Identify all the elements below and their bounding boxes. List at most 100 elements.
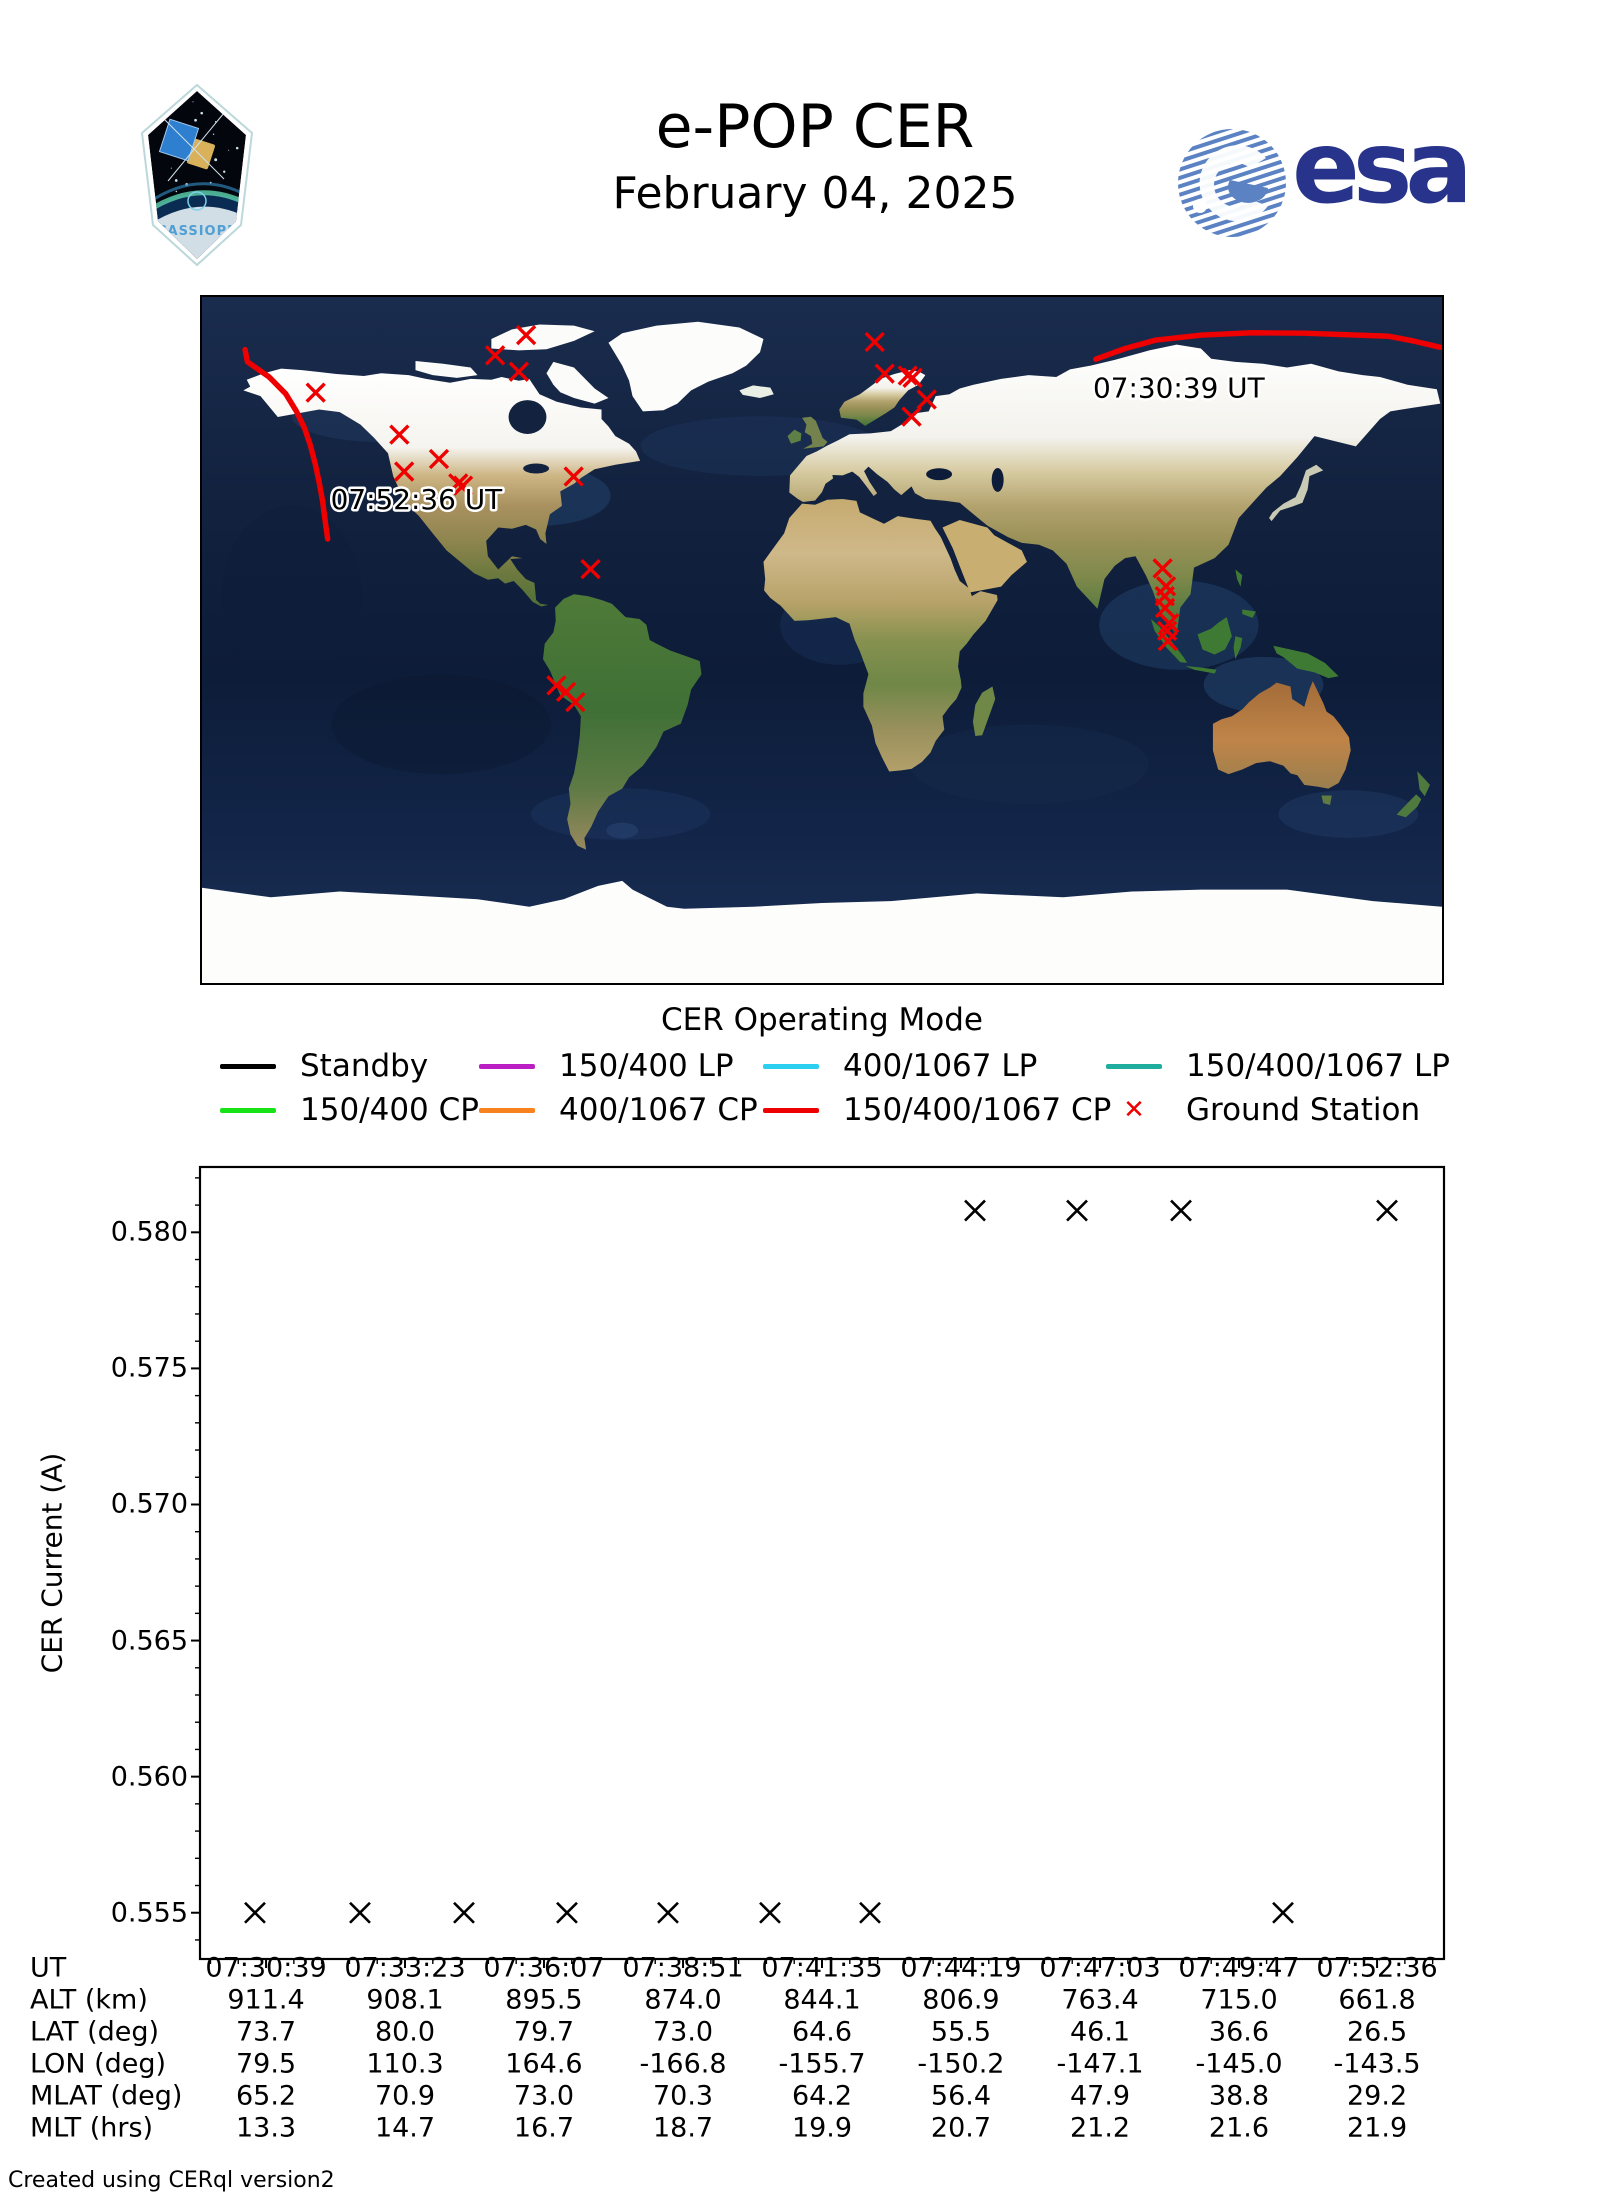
date-subtitle: February 04, 2025 bbox=[613, 168, 1018, 219]
page: CASSIOPE e-POP CER February 04, 2025 esa… bbox=[0, 0, 1600, 2200]
table-cell: 21.2 bbox=[1070, 2113, 1130, 2144]
table-cell: 661.8 bbox=[1338, 1985, 1415, 2016]
y-axis-label: CER Current (A) bbox=[36, 1453, 69, 1674]
table-cell: 895.5 bbox=[505, 1985, 582, 2016]
y-tick-label: 0.565 bbox=[78, 1625, 188, 1656]
table-cell: -155.7 bbox=[778, 2049, 865, 2080]
table-cell: 844.1 bbox=[783, 1985, 860, 2016]
legend-label: 400/1067 CP bbox=[559, 1092, 758, 1128]
legend-line-swatch bbox=[1106, 1064, 1162, 1069]
table-cell: 806.9 bbox=[922, 1985, 999, 2016]
y-tick-label: 0.555 bbox=[78, 1897, 188, 1928]
table-row-label: LAT (deg) bbox=[30, 2017, 159, 2048]
legend-line-swatch bbox=[479, 1064, 535, 1069]
legend-item: ✕ Ground Station bbox=[1106, 1093, 1420, 1127]
table-cell: 64.2 bbox=[792, 2081, 852, 2112]
legend-line-swatch bbox=[763, 1064, 819, 1069]
legend-item: Standby bbox=[220, 1049, 428, 1083]
table-cell: 55.5 bbox=[931, 2017, 991, 2048]
legend-label: 150/400/1067 CP bbox=[843, 1092, 1111, 1128]
table-row-label: MLT (hrs) bbox=[30, 2113, 153, 2144]
table-cell: 874.0 bbox=[644, 1985, 721, 2016]
table-cell: 29.2 bbox=[1347, 2081, 1407, 2112]
legend-item: 150/400 CP bbox=[220, 1093, 479, 1127]
table-cell: -143.5 bbox=[1334, 2049, 1421, 2080]
legend-label: 400/1067 LP bbox=[843, 1048, 1037, 1084]
table-cell: 07:36:07 bbox=[483, 1953, 604, 1984]
legend-label: Standby bbox=[300, 1048, 428, 1084]
table-cell: 13.3 bbox=[236, 2113, 296, 2144]
table-row-label: LON (deg) bbox=[30, 2049, 166, 2080]
legend-label: Ground Station bbox=[1186, 1092, 1420, 1128]
table-cell: 64.6 bbox=[792, 2017, 852, 2048]
legend-line-swatch bbox=[220, 1064, 276, 1069]
table-cell: 65.2 bbox=[236, 2081, 296, 2112]
table-cell: 14.7 bbox=[375, 2113, 435, 2144]
legend-item: 400/1067 LP bbox=[763, 1049, 1037, 1083]
table-row-label: MLAT (deg) bbox=[30, 2081, 182, 2112]
table-cell: 73.7 bbox=[236, 2017, 296, 2048]
table-cell: -147.1 bbox=[1057, 2049, 1144, 2080]
table-cell: 18.7 bbox=[653, 2113, 713, 2144]
legend-item: 400/1067 CP bbox=[479, 1093, 758, 1127]
table-cell: 911.4 bbox=[227, 1985, 304, 2016]
table-cell: 21.9 bbox=[1347, 2113, 1407, 2144]
table-cell: 73.0 bbox=[653, 2017, 713, 2048]
track-time-label: 07:52:36 UT bbox=[331, 483, 504, 516]
cer-current-plot bbox=[200, 1167, 1444, 1959]
legend-item: 150/400/1067 CP bbox=[763, 1093, 1111, 1127]
table-cell: 38.8 bbox=[1209, 2081, 1269, 2112]
table-cell: 07:47:03 bbox=[1039, 1953, 1160, 1984]
table-row-label: UT bbox=[30, 1953, 66, 1984]
page-title: e-POP CER bbox=[656, 92, 975, 162]
table-cell: 19.9 bbox=[792, 2113, 852, 2144]
table-cell: 07:33:23 bbox=[344, 1953, 465, 1984]
table-cell: 07:44:19 bbox=[900, 1953, 1021, 1984]
legend-line-swatch bbox=[220, 1108, 276, 1113]
table-cell: 07:38:51 bbox=[622, 1953, 743, 1984]
track-time-label: 07:30:39 UT bbox=[1093, 371, 1266, 404]
table-cell: 07:52:36 bbox=[1316, 1953, 1437, 1984]
legend-line-swatch bbox=[763, 1108, 819, 1113]
table-cell: 715.0 bbox=[1200, 1985, 1277, 2016]
y-tick-label: 0.575 bbox=[78, 1353, 188, 1384]
table-cell: -166.8 bbox=[640, 2049, 727, 2080]
table-cell: -150.2 bbox=[917, 2049, 1004, 2080]
table-cell: 07:41:35 bbox=[761, 1953, 882, 1984]
legend-title: CER Operating Mode bbox=[661, 1002, 983, 1038]
y-tick-label: 0.580 bbox=[78, 1217, 188, 1248]
legend-item: 150/400 LP bbox=[479, 1049, 734, 1083]
scatter-plot bbox=[200, 1167, 1444, 1959]
legend-label: 150/400 CP bbox=[300, 1092, 479, 1128]
table-cell: 70.3 bbox=[653, 2081, 713, 2112]
world-map-panel: 07:30:39 UT 07:52:36 UT bbox=[200, 295, 1444, 985]
table-cell: 16.7 bbox=[514, 2113, 574, 2144]
table-cell: 164.6 bbox=[505, 2049, 582, 2080]
table-cell: 21.6 bbox=[1209, 2113, 1269, 2144]
table-cell: 79.7 bbox=[514, 2017, 574, 2048]
legend-label: 150/400/1067 LP bbox=[1186, 1048, 1450, 1084]
table-cell: 908.1 bbox=[366, 1985, 443, 2016]
table-cell: 79.5 bbox=[236, 2049, 296, 2080]
table-cell: 07:30:39 bbox=[205, 1953, 326, 1984]
legend-item: 150/400/1067 LP bbox=[1106, 1049, 1450, 1083]
table-cell: 36.6 bbox=[1209, 2017, 1269, 2048]
y-tick-label: 0.560 bbox=[78, 1761, 188, 1792]
table-row-label: ALT (km) bbox=[30, 1985, 148, 2016]
world-map: 07:30:39 UT 07:52:36 UT bbox=[202, 297, 1442, 983]
legend-label: 150/400 LP bbox=[559, 1048, 734, 1084]
table-cell: 80.0 bbox=[375, 2017, 435, 2048]
table-cell: 47.9 bbox=[1070, 2081, 1130, 2112]
table-cell: 26.5 bbox=[1347, 2017, 1407, 2048]
table-cell: 110.3 bbox=[366, 2049, 443, 2080]
table-cell: 70.9 bbox=[375, 2081, 435, 2112]
table-cell: 07:49:47 bbox=[1178, 1953, 1299, 1984]
table-cell: -145.0 bbox=[1195, 2049, 1282, 2080]
legend-line-swatch bbox=[479, 1108, 535, 1113]
table-cell: 20.7 bbox=[931, 2113, 991, 2144]
y-tick-label: 0.570 bbox=[78, 1489, 188, 1520]
table-cell: 763.4 bbox=[1061, 1985, 1138, 2016]
table-cell: 73.0 bbox=[514, 2081, 574, 2112]
table-cell: 56.4 bbox=[931, 2081, 991, 2112]
legend-x-marker-icon: ✕ bbox=[1106, 1097, 1162, 1123]
